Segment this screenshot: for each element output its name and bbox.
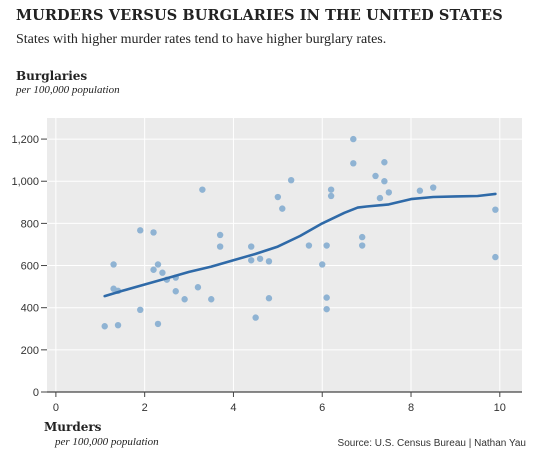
data-point xyxy=(256,255,264,262)
data-point xyxy=(101,323,108,330)
data-point xyxy=(381,159,388,166)
x-axis-ticks: 0 2 4 6 8 10 xyxy=(53,392,506,414)
y-tick-label: 1,000 xyxy=(11,176,39,188)
y-tick-label: 400 xyxy=(21,303,39,315)
data-point xyxy=(327,192,335,200)
data-point xyxy=(358,242,366,249)
x-tick-label: 6 xyxy=(319,402,325,414)
data-point xyxy=(248,243,255,250)
data-point xyxy=(150,266,157,273)
data-point xyxy=(319,261,326,268)
data-point xyxy=(327,186,335,193)
data-point xyxy=(159,269,166,276)
chart-subtitle: States with higher murder rates tend to … xyxy=(16,32,387,47)
data-point xyxy=(172,288,179,295)
data-point xyxy=(430,184,437,191)
trend-line-group xyxy=(103,192,497,298)
gridlines xyxy=(47,118,522,393)
data-point xyxy=(110,261,117,268)
x-axis-subtitle: per 100,000 population xyxy=(55,436,159,448)
y-axis-ticks: 0 200 400 600 800 1,000 1,200 xyxy=(11,134,47,399)
plot-background xyxy=(47,118,522,392)
y-axis-title: Burglaries xyxy=(16,69,88,83)
data-point xyxy=(279,205,286,212)
data-point xyxy=(216,243,224,250)
data-point xyxy=(492,253,499,261)
data-point xyxy=(350,135,357,143)
data-point xyxy=(154,261,162,268)
data-point xyxy=(150,229,157,236)
data-point xyxy=(194,284,202,291)
data-point xyxy=(114,321,122,329)
data-point xyxy=(265,258,273,265)
x-axis-title: Murders xyxy=(44,420,102,434)
data-point xyxy=(323,242,330,249)
data-point xyxy=(181,296,188,303)
data-point xyxy=(381,178,388,185)
x-tick-label: 4 xyxy=(230,402,236,414)
data-point xyxy=(216,231,224,239)
trend-line xyxy=(103,192,497,298)
y-tick-label: 800 xyxy=(21,218,39,230)
x-tick-label: 8 xyxy=(408,402,414,414)
data-point xyxy=(323,294,330,301)
data-point xyxy=(199,186,206,193)
chart-title: MURDERS VERSUS BURGLARIES IN THE UNITED … xyxy=(16,7,503,24)
plot-area xyxy=(47,118,522,392)
data-point xyxy=(323,305,330,313)
data-point xyxy=(154,320,162,328)
data-point xyxy=(265,295,273,302)
y-tick-label: 0 xyxy=(33,387,39,399)
data-point xyxy=(274,193,282,201)
x-tick-label: 0 xyxy=(53,402,59,414)
data-point xyxy=(305,242,313,249)
y-tick-label: 200 xyxy=(21,345,39,357)
y-axis-subtitle: per 100,000 population xyxy=(16,84,120,96)
data-point xyxy=(252,314,259,321)
data-point xyxy=(416,187,424,194)
data-point xyxy=(492,206,499,213)
data-point xyxy=(350,160,357,167)
data-point xyxy=(385,189,393,196)
source-credit: Source: U.S. Census Bureau | Nathan Yau xyxy=(337,438,526,449)
data-point xyxy=(358,233,366,241)
data-point xyxy=(248,257,255,264)
data-point xyxy=(287,176,295,184)
data-point xyxy=(376,194,384,202)
y-tick-label: 600 xyxy=(21,261,39,273)
x-tick-label: 2 xyxy=(142,402,148,414)
y-tick-label: 1,200 xyxy=(11,134,39,146)
x-tick-label: 10 xyxy=(494,402,506,414)
data-point xyxy=(372,172,379,180)
data-point xyxy=(208,296,215,303)
data-point xyxy=(137,227,144,234)
data-point xyxy=(137,306,144,313)
